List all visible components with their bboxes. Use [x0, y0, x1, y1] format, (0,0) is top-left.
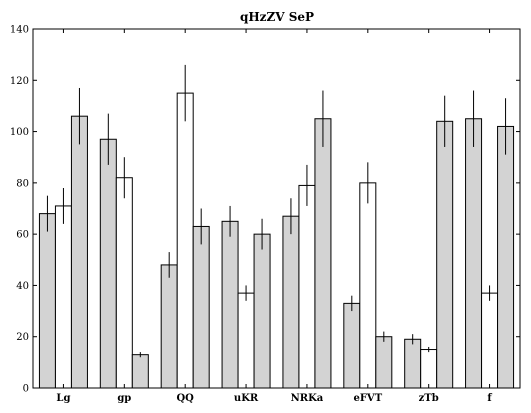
- bar: [343, 302, 361, 389]
- x-category-label: Lg: [56, 393, 70, 404]
- x-category-label: gp: [117, 393, 131, 404]
- bar: [115, 177, 133, 389]
- y-tick-label: 140: [10, 25, 29, 36]
- y-axis: 0 20 40 60 80 100 120 140: [10, 25, 520, 395]
- bar: [481, 292, 499, 389]
- bar: [237, 292, 255, 389]
- x-category-label: eFVT: [353, 393, 382, 404]
- error-bars-layer: [46, 64, 507, 358]
- bar: [38, 213, 56, 389]
- bar: [314, 118, 332, 389]
- bar: [192, 225, 210, 389]
- bar: [298, 184, 316, 389]
- x-category-label: zTb: [419, 393, 439, 404]
- x-category-label: uKR: [234, 393, 259, 404]
- x-category-label: f: [487, 393, 492, 404]
- bar: [99, 138, 117, 389]
- x-axis: Lg gp QQ uKR NRKa eFVT zTb f: [56, 29, 492, 404]
- y-tick-label: 40: [16, 281, 29, 292]
- y-tick-label: 0: [23, 384, 29, 395]
- bar: [465, 118, 483, 389]
- bar: [54, 205, 72, 389]
- bar: [420, 349, 438, 389]
- bar: [70, 115, 88, 389]
- bar: [359, 182, 377, 389]
- bar: [436, 120, 454, 389]
- bar: [221, 220, 239, 389]
- y-tick-label: 80: [16, 178, 29, 189]
- bar: [497, 125, 515, 389]
- bar: [282, 215, 300, 389]
- plot-frame: [32, 28, 521, 389]
- y-tick-label: 20: [16, 332, 29, 343]
- y-tick-label: 60: [16, 230, 29, 241]
- bar: [404, 338, 422, 389]
- y-tick-label: 100: [10, 127, 29, 138]
- x-category-label: NRKa: [291, 393, 324, 404]
- bars-layer: [38, 92, 515, 389]
- chart-title: qHzZV SeP: [240, 10, 314, 24]
- bar: [176, 92, 194, 389]
- bar: [131, 354, 149, 389]
- y-tick-label: 120: [10, 76, 29, 87]
- x-category-label: QQ: [176, 393, 194, 404]
- bar: [253, 233, 271, 389]
- bar: [375, 336, 393, 389]
- bar: [160, 264, 178, 389]
